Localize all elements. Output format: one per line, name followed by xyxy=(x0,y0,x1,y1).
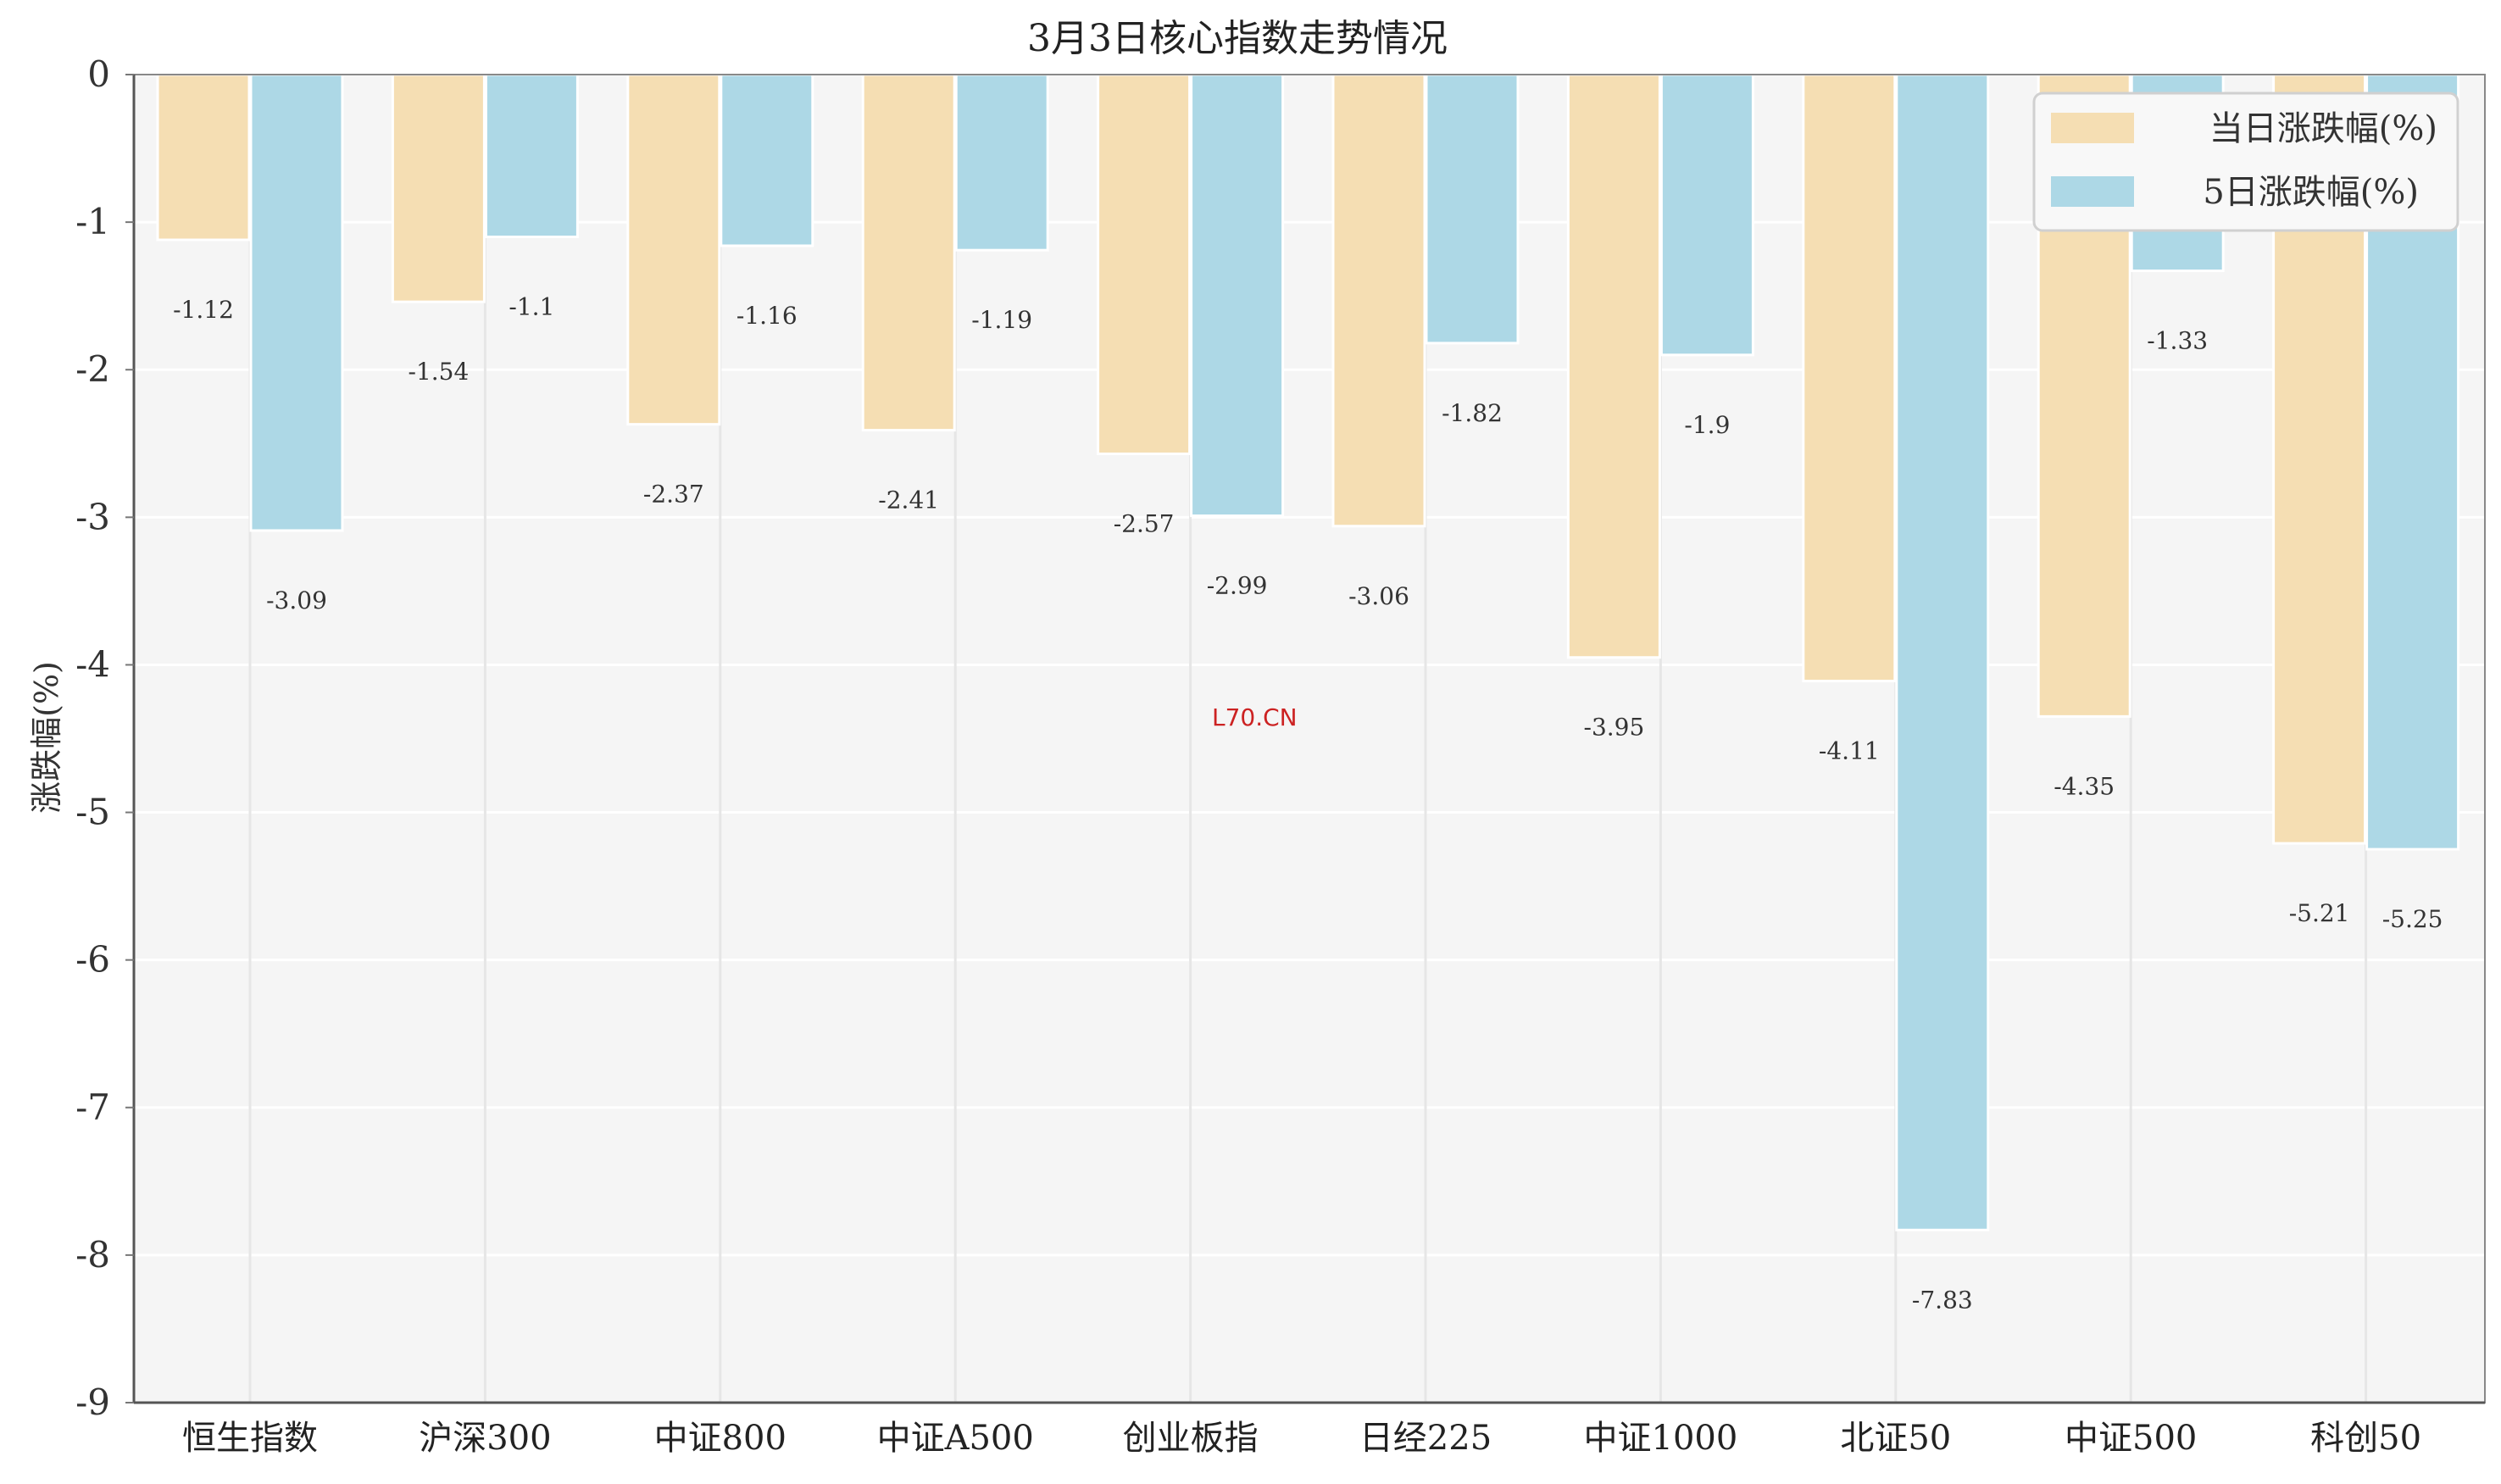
data-label-5day-3: -1.19 xyxy=(971,306,1032,334)
data-label-daily-9: -5.21 xyxy=(2289,899,2350,927)
x-tick-label-6: 中证1000 xyxy=(1584,1419,1738,1458)
bar-5day-0 xyxy=(249,73,344,532)
legend-box xyxy=(2032,92,2459,232)
y-tick-label-8: -8 xyxy=(75,1234,110,1276)
data-label-daily-0: -1.12 xyxy=(173,296,234,324)
data-label-5day-2: -1.16 xyxy=(736,302,798,330)
bar-5day-6 xyxy=(1659,73,1754,357)
bar-daily-5 xyxy=(1331,73,1426,528)
y-tick-label-2: -2 xyxy=(75,348,110,390)
x-tick-label-1: 沪深300 xyxy=(419,1419,551,1458)
x-tick-label-8: 中证500 xyxy=(2065,1419,2197,1458)
bar-5day-7 xyxy=(1895,73,1990,1231)
bar-5day-3 xyxy=(954,73,1049,252)
y-tick-label-9: -9 xyxy=(75,1381,110,1423)
data-labels: -1.12 -1.54 -2.37 -2.41 -2.57 -3.06 -3.95 -4.11… xyxy=(173,293,2443,1314)
data-label-daily-5: -3.06 xyxy=(1348,582,1409,610)
data-label-5day-5: -1.82 xyxy=(1442,399,1503,427)
legend: 当日涨跌幅(%) 5日涨跌幅(%) xyxy=(2032,92,2459,232)
bar-5day-2 xyxy=(720,73,814,247)
y-tick-label-7: -7 xyxy=(75,1087,110,1128)
data-label-daily-7: -4.11 xyxy=(1819,737,1880,765)
legend-swatch-daily xyxy=(2051,113,2134,143)
data-label-5day-9: -5.25 xyxy=(2382,905,2443,933)
y-tick-label-4: -4 xyxy=(75,643,110,685)
x-tick-label-4: 创业板指 xyxy=(1123,1419,1259,1458)
y-tick-label-0: 0 xyxy=(87,53,110,95)
legend-label-daily: 当日涨跌幅(%) xyxy=(2209,109,2437,148)
watermark-annotation: L70.CN xyxy=(1212,703,1298,731)
axes xyxy=(132,74,2486,1404)
data-label-daily-1: -1.54 xyxy=(408,358,469,386)
chart-title: 3月3日核心指数走势情况 xyxy=(1027,17,1448,60)
bar-daily-0 xyxy=(156,73,251,242)
data-label-daily-3: -2.41 xyxy=(878,486,939,514)
legend-label-5day: 5日涨跌幅(%) xyxy=(2203,173,2419,212)
y-ticks: 0 -1 -2 -3 -4 -5 -6 -7 -8 -9 xyxy=(75,53,134,1423)
data-label-daily-6: -3.95 xyxy=(1583,714,1644,742)
bar-daily-7 xyxy=(1802,73,1897,683)
x-tick-label-0: 恒生指数 xyxy=(182,1419,318,1458)
bar-5day-1 xyxy=(484,73,579,239)
x-ticks: 恒生指数 沪深300 中证800 中证A500 创业板指 日经225 中证1000 北证50 中… xyxy=(182,1419,2421,1458)
x-tick-label-3: 中证A500 xyxy=(877,1419,1034,1458)
bar-daily-6 xyxy=(1566,73,1661,659)
y-axis-label: 涨跌幅(%) xyxy=(28,661,65,814)
data-label-5day-4: -2.99 xyxy=(1207,572,1268,600)
data-label-5day-8: -1.33 xyxy=(2147,327,2208,355)
plot-area xyxy=(134,75,2485,1403)
data-label-5day-6: -1.9 xyxy=(1684,411,1730,439)
bar-daily-1 xyxy=(391,73,486,303)
data-label-daily-8: -4.35 xyxy=(2054,772,2115,800)
data-label-daily-2: -2.37 xyxy=(643,481,704,509)
x-tick-label-7: 北证50 xyxy=(1840,1419,1951,1458)
bar-daily-2 xyxy=(626,73,721,426)
bar-daily-4 xyxy=(1097,73,1192,455)
data-label-5day-7: -7.83 xyxy=(1912,1286,1973,1314)
legend-swatch-5day xyxy=(2051,176,2134,207)
x-tick-label-2: 中证800 xyxy=(654,1419,786,1458)
y-tick-label-1: -1 xyxy=(75,201,110,242)
x-tick-label-5: 日经225 xyxy=(1359,1419,1492,1458)
bar-daily-3 xyxy=(861,73,956,432)
y-tick-label-6: -6 xyxy=(75,939,110,981)
bar-5day-5 xyxy=(1425,73,1520,345)
data-label-5day-0: -3.09 xyxy=(266,586,327,614)
y-tick-label-3: -3 xyxy=(75,496,110,537)
x-tick-label-9: 科创50 xyxy=(2310,1419,2421,1458)
data-label-daily-4: -2.57 xyxy=(1114,509,1175,537)
bar-5day-4 xyxy=(1190,73,1285,518)
data-label-5day-1: -1.1 xyxy=(509,293,554,321)
y-tick-label-5: -5 xyxy=(75,792,110,833)
